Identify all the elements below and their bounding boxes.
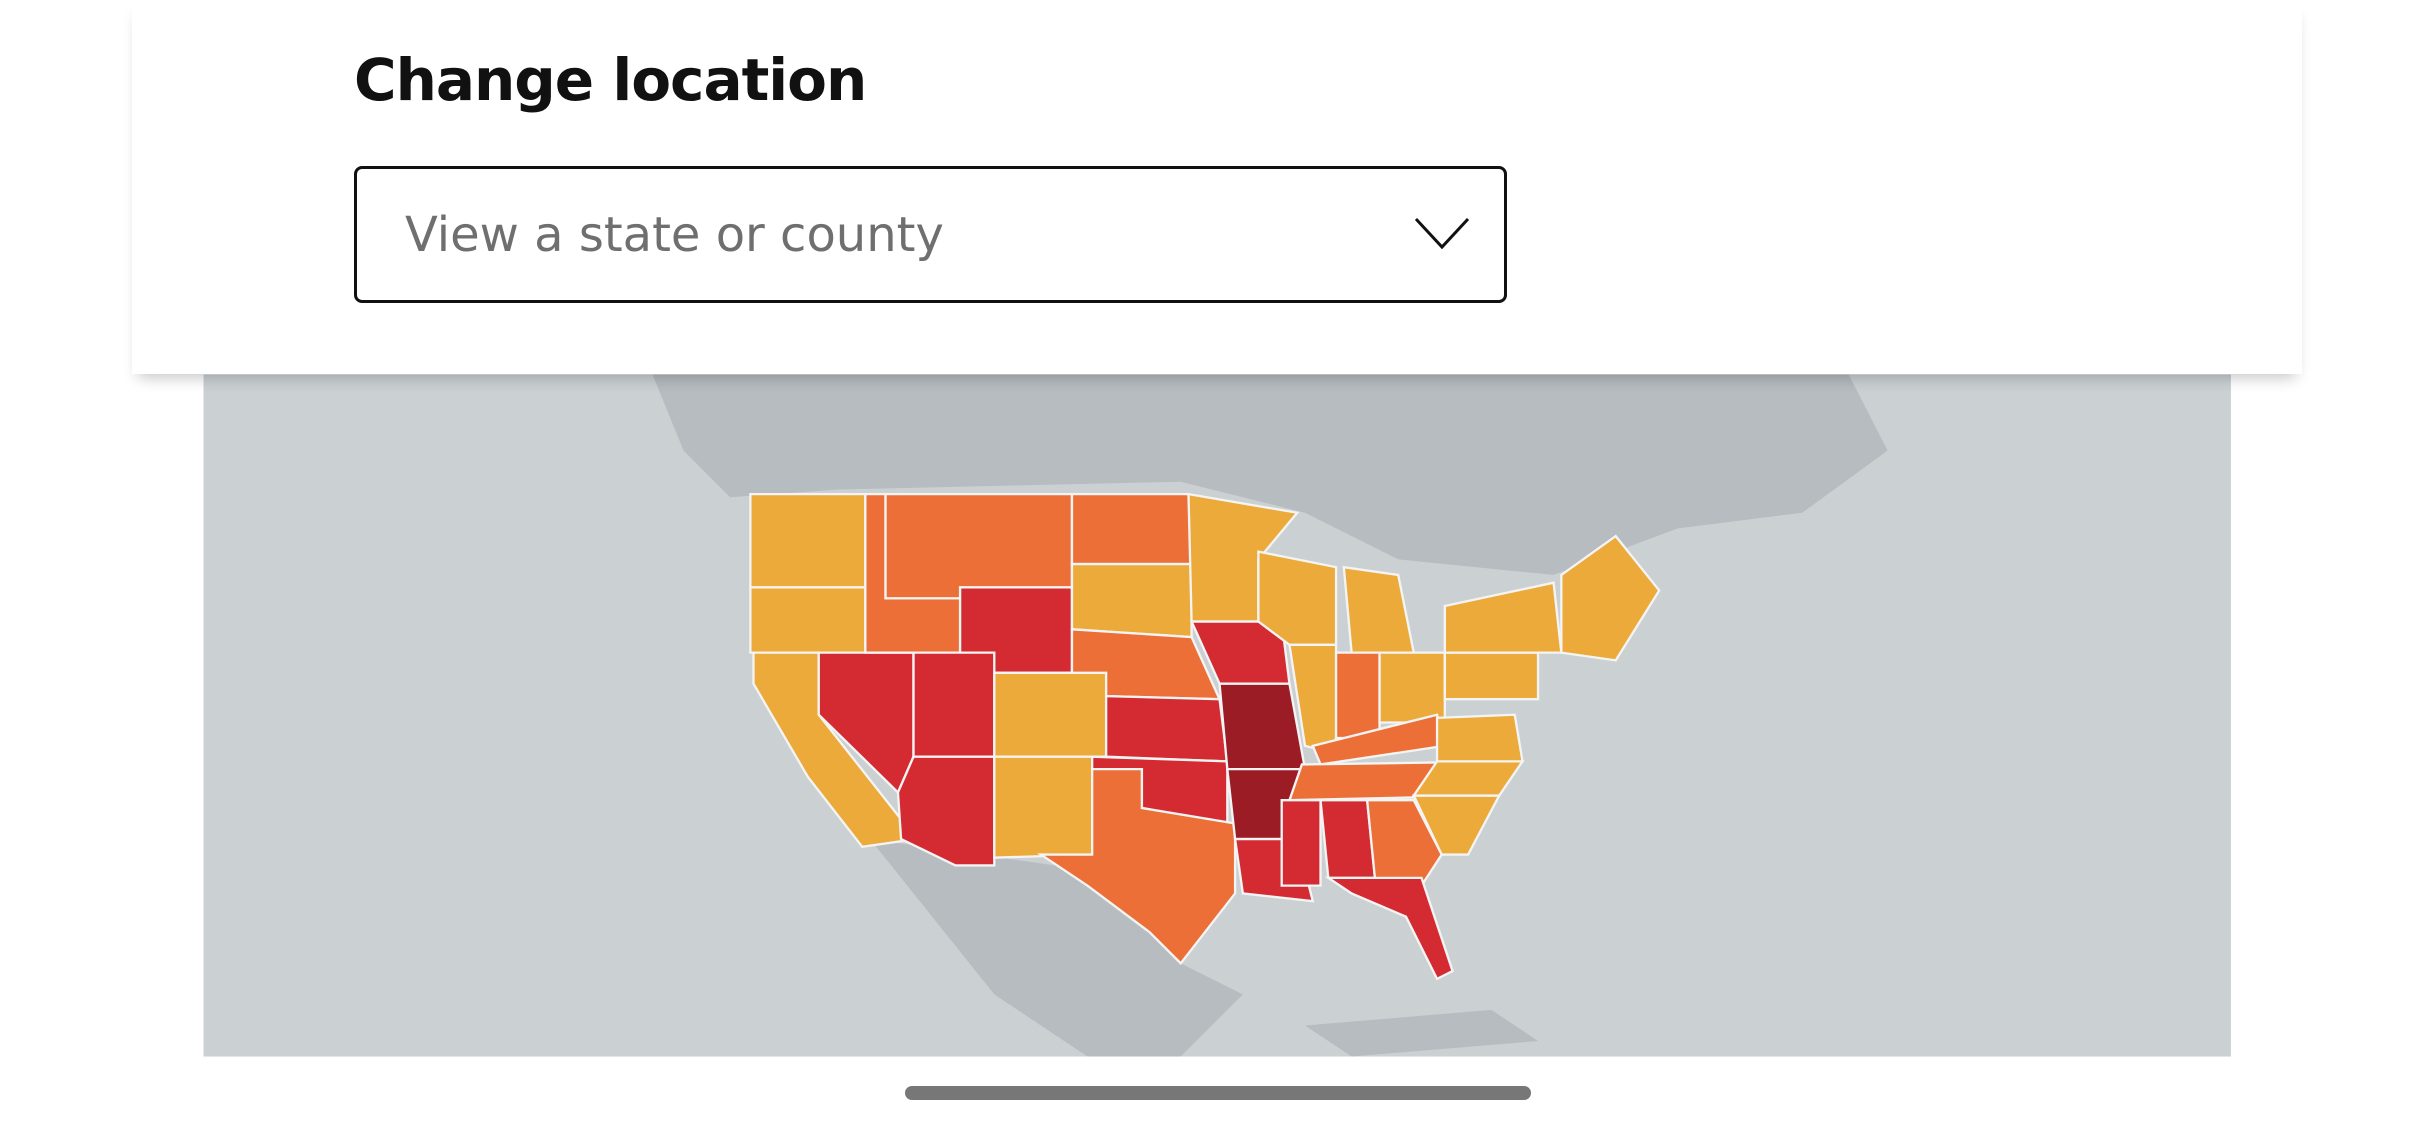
panel-title: Change location xyxy=(354,46,867,114)
land xyxy=(652,374,1888,1057)
chevron-icon xyxy=(1414,217,1470,250)
states xyxy=(749,492,1661,981)
home-indicator xyxy=(905,1086,1531,1100)
location-dropdown[interactable]: View a state or county xyxy=(354,166,1507,303)
dropdown-placeholder: View a state or county xyxy=(405,207,944,263)
